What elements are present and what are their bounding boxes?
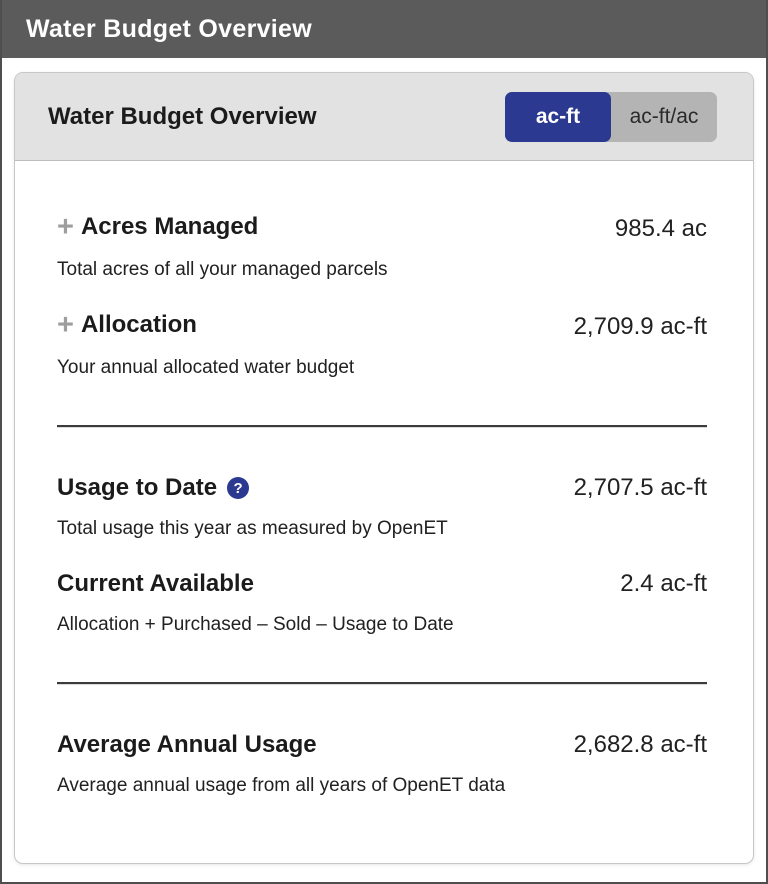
metric-label-wrap: + Allocation [57, 309, 197, 341]
metric-label-wrap: Usage to Date ? [57, 474, 250, 502]
section-divider [57, 425, 707, 428]
unit-toggle-group: ac-ft ac-ft/ac [505, 91, 717, 142]
metric-label: Current Available [57, 570, 254, 597]
metric-description: Average annual usage from all years of O… [57, 775, 506, 796]
card-title: Water Budget Overview [48, 102, 317, 130]
metric-row: Current Available 2.4 ac-ft [57, 570, 707, 598]
metric-row: Usage to Date ? 2,707.5 ac-ft [57, 474, 707, 502]
metric-label: Acres Managed [80, 213, 259, 240]
metric-label-wrap: + Acres Managed [57, 211, 259, 243]
metric-description: Total usage this year as measured by Ope… [57, 518, 448, 539]
section-divider [57, 682, 707, 685]
metric-value: 2.4 ac-ft [620, 570, 707, 597]
metric-average-annual-usage: Average Annual Usage 2,682.8 ac-ft Avera… [57, 731, 707, 797]
window-titlebar: Water Budget Overview [2, 0, 766, 58]
metric-value: 2,682.8 ac-ft [573, 731, 707, 758]
metric-value: 2,709.9 ac-ft [573, 313, 707, 340]
metric-value: 2,707.5 ac-ft [573, 474, 707, 501]
metric-row: + Allocation 2,709.9 ac-ft [57, 311, 707, 341]
metric-label: Allocation [80, 311, 197, 338]
metric-acres-managed: + Acres Managed 985.4 ac Total acres of … [57, 213, 707, 281]
metric-label: Usage to Date [57, 474, 218, 501]
water-budget-card: Water Budget Overview ac-ft ac-ft/ac + A… [14, 72, 754, 864]
metric-label-wrap: Average Annual Usage [57, 731, 317, 759]
metric-description: Allocation + Purchased – Sold – Usage to… [57, 614, 454, 635]
metric-allocation: + Allocation 2,709.9 ac-ft Your annual a… [57, 311, 707, 379]
metric-current-available: Current Available 2.4 ac-ft Allocation +… [57, 570, 707, 636]
metric-value: 985.4 ac [614, 215, 707, 242]
metric-usage-to-date: Usage to Date ? 2,707.5 ac-ft Total usag… [57, 474, 707, 540]
expand-plus-icon[interactable]: + [57, 211, 74, 243]
metric-row: Average Annual Usage 2,682.8 ac-ft [57, 731, 707, 759]
metric-row: + Acres Managed 985.4 ac [57, 213, 707, 243]
help-icon[interactable]: ? [227, 477, 250, 499]
metric-description: Total acres of all your managed parcels [57, 259, 388, 280]
window-title: Water Budget Overview [26, 14, 312, 43]
unit-toggle-ac-ft-per-ac[interactable]: ac-ft/ac [611, 92, 717, 142]
card-header: Water Budget Overview ac-ft ac-ft/ac [15, 73, 753, 161]
metric-label-wrap: Current Available [57, 570, 254, 598]
metric-description: Your annual allocated water budget [57, 357, 355, 378]
card-body: + Acres Managed 985.4 ac Total acres of … [15, 161, 753, 797]
expand-plus-icon[interactable]: + [57, 309, 74, 341]
unit-toggle-ac-ft[interactable]: ac-ft [505, 91, 611, 142]
metric-label: Average Annual Usage [57, 731, 317, 758]
